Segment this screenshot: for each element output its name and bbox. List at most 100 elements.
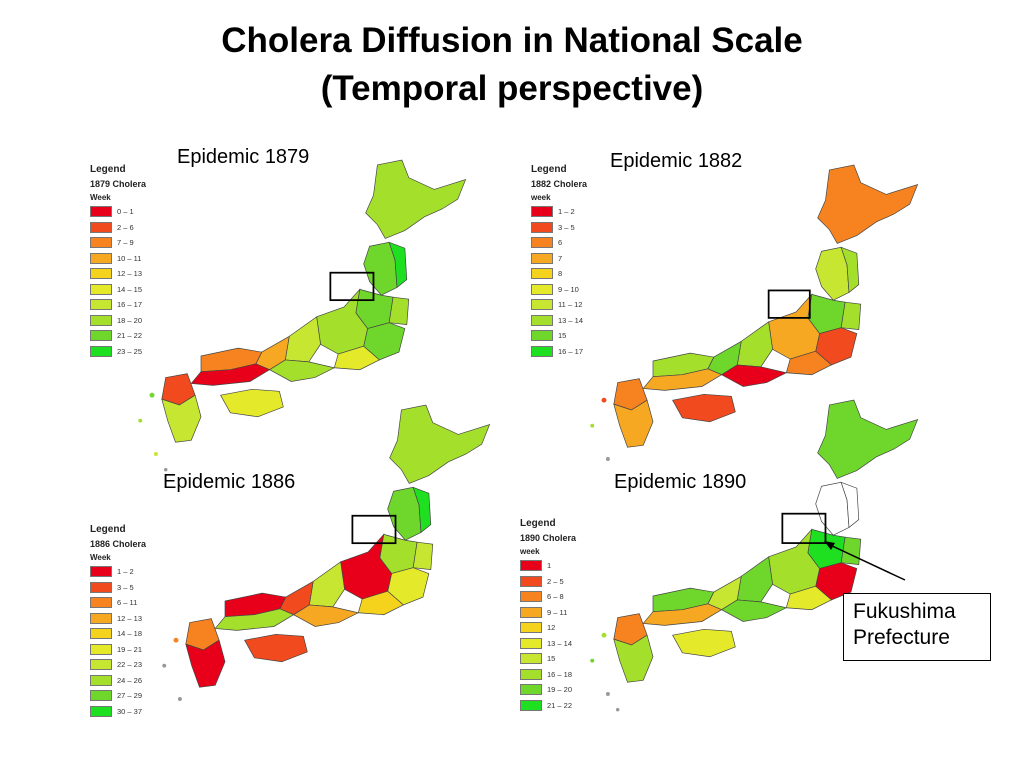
legend-swatch (90, 252, 112, 264)
legend-title: Legend (531, 164, 567, 175)
legend-label: 16 – 17 (558, 346, 584, 356)
legend-swatch (531, 252, 553, 264)
panel-label-1886: Epidemic 1886 (163, 471, 296, 493)
legend-1879: Legend 1879 Cholera Week 0 – 1 2 – 6 7 – 9… (90, 163, 146, 359)
map-1890 (590, 399, 919, 712)
legend-label: 16 – 17 (117, 300, 143, 310)
legend-swatch (90, 705, 112, 717)
legend-swatch (520, 591, 542, 603)
legend-title: Legend (520, 518, 556, 529)
legend-label: 27 – 29 (117, 691, 143, 701)
fukushima-callout: Fukushima Prefecture (843, 593, 991, 661)
legend-swatch (531, 237, 553, 249)
legend-row: 0 – 1 (90, 204, 146, 220)
legend-row: 24 – 26 (90, 673, 146, 689)
legend-label: 9 – 10 (558, 284, 579, 294)
fukushima-box-1890 (781, 512, 827, 544)
map-1879 (138, 159, 467, 472)
fukushima-box-1882 (767, 289, 811, 319)
legend-label: 13 – 14 (547, 638, 573, 648)
legend-swatch (520, 684, 542, 696)
legend-label: 9 – 11 (547, 607, 568, 617)
legend-label: 15 (547, 654, 556, 664)
slide-subtitle: (Temporal perspective) (320, 69, 704, 108)
legend-label: 24 – 26 (117, 675, 143, 685)
legend-swatch (90, 206, 112, 218)
legend-swatch (531, 283, 553, 295)
legend-swatch (90, 314, 112, 326)
legend-swatch (90, 268, 112, 280)
legend-swatch (531, 268, 553, 280)
legend-1890: Legend 1890 Cholera week 1 2 – 5 6 – 8 9 – … (520, 517, 576, 713)
legend-row: 30 – 37 (90, 704, 146, 720)
legend-swatch (531, 330, 553, 342)
legend-label: 6 – 8 (547, 592, 564, 602)
legend-row: 15 (520, 651, 576, 667)
legend-swatch (520, 606, 542, 618)
fukushima-box-1886 (351, 514, 397, 545)
legend-row: 12 – 13 (90, 611, 146, 627)
legend-label: 10 – 11 (117, 253, 142, 263)
legend-swatch (520, 560, 542, 572)
legend-swatch (520, 637, 542, 649)
legend-label: 7 (558, 253, 563, 263)
legend-label: 19 – 20 (547, 685, 573, 695)
legend-row: 16 – 17 (90, 297, 146, 313)
legend-swatch (520, 699, 542, 711)
legend-label: 1 – 2 (117, 567, 134, 577)
legend-label: 3 – 5 (558, 222, 575, 232)
legend-row: 10 – 11 (90, 251, 146, 267)
legend-label: 0 – 1 (117, 207, 134, 217)
legend-swatch (531, 206, 553, 218)
legend-row: 15 (531, 328, 587, 344)
fukushima-box-1879 (329, 271, 375, 302)
legend-label: 22 – 23 (117, 660, 143, 670)
legend-label: 8 (558, 269, 563, 279)
legend-label: 23 – 25 (117, 346, 143, 356)
legend-row: 21 – 22 (90, 328, 146, 344)
legend-swatch (531, 221, 553, 233)
legend-row: 9 – 11 (520, 605, 576, 621)
legend-unit: week (520, 547, 540, 556)
legend-row: 1 – 2 (531, 204, 587, 220)
legend-swatch (90, 612, 112, 624)
legend-swatch (531, 345, 553, 357)
legend-label: 15 (558, 331, 567, 341)
legend-label: 16 – 18 (547, 669, 573, 679)
legend-unit: Week (90, 193, 111, 202)
legend-row: 3 – 5 (531, 220, 587, 236)
legend-subtitle: 1886 Cholera (90, 539, 147, 549)
legend-row: 27 – 29 (90, 688, 146, 704)
legend-label: 14 – 15 (117, 284, 143, 294)
legend-row: 22 – 23 (90, 657, 146, 673)
legend-subtitle: 1890 Cholera (520, 533, 577, 543)
callout-line2: Prefecture (853, 626, 950, 649)
slide-title: Cholera Diffusion in National Scale (221, 21, 803, 60)
legend-swatch (531, 314, 553, 326)
legend-row: 13 – 14 (520, 636, 576, 652)
legend-label: 12 – 13 (117, 613, 143, 623)
panel-label-1879: Epidemic 1879 (177, 146, 310, 168)
legend-title: Legend (90, 164, 126, 175)
legend-row: 9 – 10 (531, 282, 587, 298)
legend-row: 6 (531, 235, 587, 251)
legend-row: 8 (531, 266, 587, 282)
legend-label: 13 – 14 (558, 315, 584, 325)
legend-row: 6 – 8 (520, 589, 576, 605)
legend-1886: Legend 1886 Cholera Week 1 – 2 3 – 5 6 – 1… (90, 523, 146, 719)
legend-label: 19 – 21 (117, 644, 143, 654)
legend-swatch (531, 299, 553, 311)
callout-line1: Fukushima (853, 600, 956, 623)
legend-label: 21 – 22 (547, 700, 573, 710)
legend-swatch (90, 659, 112, 671)
legend-row: 1 (520, 558, 576, 574)
map-1882 (590, 164, 919, 461)
legend-label: 11 – 12 (558, 300, 583, 310)
legend-swatch (520, 668, 542, 680)
legend-row: 7 – 9 (90, 235, 146, 251)
legend-swatch (90, 221, 112, 233)
legend-row: 7 (531, 251, 587, 267)
legend-row: 19 – 20 (520, 682, 576, 698)
legend-swatch (90, 643, 112, 655)
